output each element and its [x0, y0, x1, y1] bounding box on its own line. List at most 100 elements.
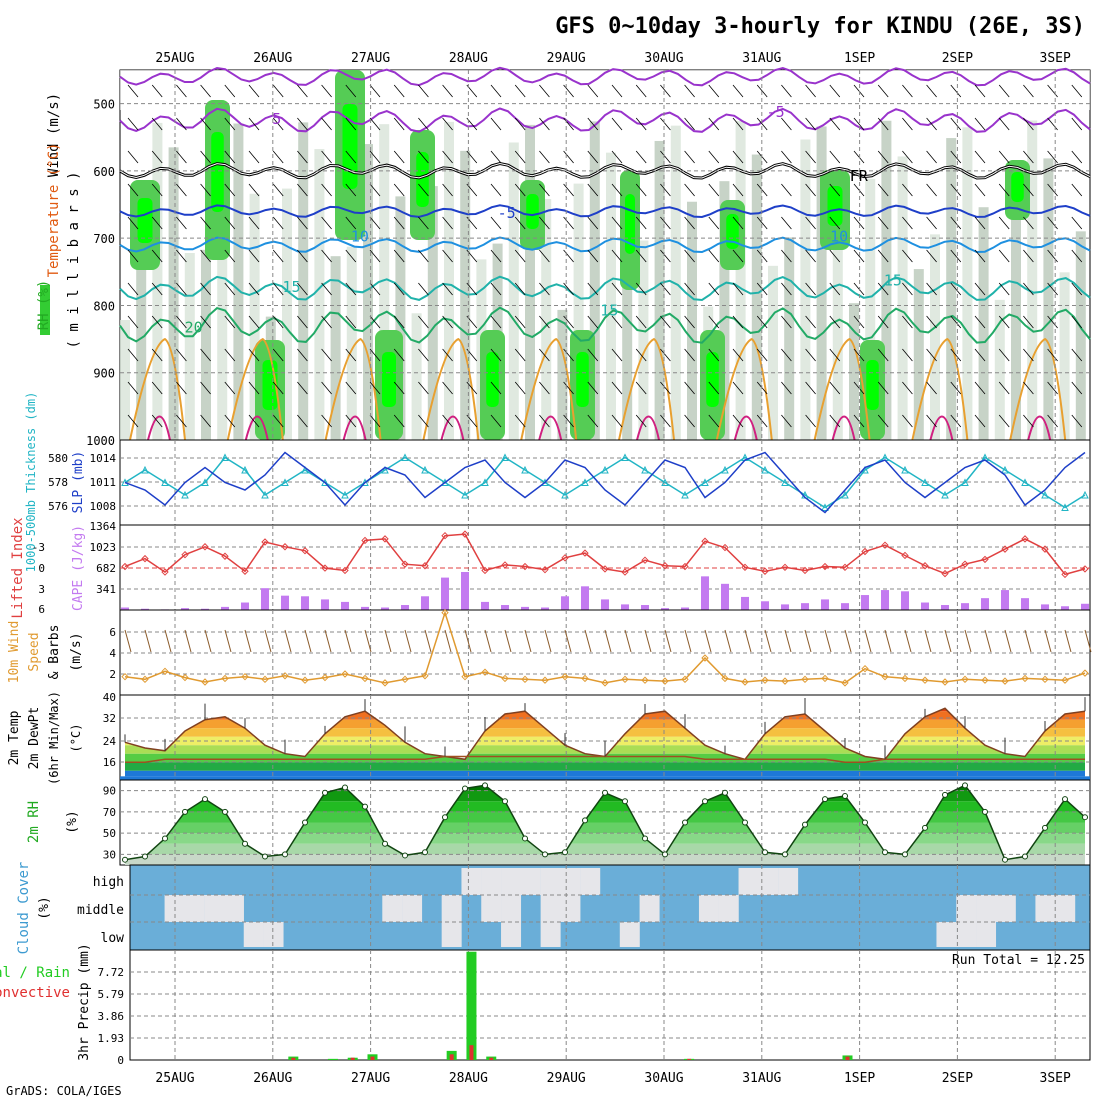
rh-tick: 30	[103, 848, 116, 861]
wind-barb	[684, 183, 695, 197]
rh-point	[602, 789, 608, 796]
rh-shading	[946, 138, 957, 441]
wind-barb	[272, 249, 284, 263]
rh-shading	[346, 246, 357, 440]
wind-barb	[224, 150, 236, 164]
wind-barb	[1071, 381, 1083, 395]
wind-barb	[297, 183, 308, 197]
wind-barb	[684, 629, 692, 653]
wind-barb	[877, 183, 889, 197]
wind-barb	[732, 84, 744, 98]
wind-barb	[1071, 414, 1083, 428]
rh-point	[162, 835, 168, 842]
cloud-cell	[1055, 895, 1076, 922]
wind-speed-point	[641, 676, 649, 684]
wind-barb	[635, 315, 647, 329]
lifted-index-point	[121, 562, 129, 571]
thickness-point	[781, 478, 789, 486]
wind-barb	[732, 117, 744, 131]
wind-barb	[998, 282, 1010, 296]
wind-barb	[539, 183, 550, 197]
wind-barb	[635, 117, 647, 131]
wind-barb	[539, 348, 550, 362]
wind-barb	[484, 629, 492, 653]
slp-thickness-panel: 580 578 576 1014 1011 1008 1000-500mb Thickne…	[24, 392, 1091, 572]
wind-barb	[964, 629, 972, 653]
wind-barb	[684, 315, 695, 329]
rh-point	[1062, 796, 1068, 803]
wind-barb	[864, 629, 872, 653]
wind-barb	[442, 183, 453, 197]
rh-band	[125, 790, 1085, 802]
wind-barb	[684, 249, 695, 263]
wind-speed-point	[601, 679, 609, 687]
wind-barb	[781, 348, 792, 362]
rh-point	[982, 808, 988, 815]
rh-point	[522, 835, 528, 842]
rh-point	[242, 840, 248, 847]
rh-band	[125, 822, 1085, 834]
thickness-point	[421, 465, 429, 474]
cape-bar	[501, 605, 509, 610]
wind-barb	[998, 84, 1010, 98]
wind-barb	[950, 348, 962, 362]
thickness-point	[221, 453, 229, 461]
rh-shading	[282, 188, 292, 440]
wind-label-4: (m/s)	[69, 632, 84, 671]
wind-barb	[829, 315, 841, 329]
wind-barb	[584, 629, 592, 653]
wind-barb	[127, 216, 139, 230]
wind-barb	[660, 216, 671, 230]
wind-barb	[1044, 629, 1052, 653]
lifted-index-point	[201, 543, 209, 551]
rh-shading	[735, 121, 746, 440]
cloud-cell	[540, 868, 561, 895]
cape-bar	[621, 604, 629, 610]
rh-shading	[913, 269, 924, 440]
wind-barb	[248, 315, 260, 329]
temp-contour	[119, 236, 1091, 254]
wind-barb	[684, 348, 695, 362]
wind-barb	[369, 348, 381, 362]
bottom-date-label: 28AUG	[449, 1071, 488, 1086]
slp-tick: 1014	[90, 452, 117, 465]
wind-barb	[563, 315, 574, 329]
temp-contour-hot	[244, 415, 269, 441]
wind-barb	[176, 381, 187, 395]
wind-barb	[200, 348, 211, 362]
wind-barb	[781, 216, 792, 230]
wind-barb	[853, 414, 865, 428]
wind-barb	[514, 150, 526, 164]
wind-barb	[902, 117, 913, 131]
wind-speed-point	[901, 674, 909, 683]
wind-barb	[926, 315, 937, 329]
wind-barb	[200, 150, 211, 164]
temp-band	[125, 753, 1085, 763]
wind-barb	[345, 282, 357, 296]
wind-barb	[1023, 315, 1034, 329]
wind-barb	[176, 117, 187, 131]
rh-point	[202, 796, 208, 803]
wind-barb	[708, 282, 720, 296]
cape-bar	[1081, 603, 1089, 610]
cape-tick: 1364	[90, 520, 117, 533]
rh-shading	[638, 240, 649, 440]
wind-barb	[684, 381, 695, 395]
cape-bar	[441, 577, 449, 610]
wind-barb	[272, 117, 284, 131]
wind-barb	[272, 216, 284, 230]
wind-speed-point	[481, 668, 489, 676]
wind-barb	[853, 249, 865, 263]
wind-barb	[514, 117, 526, 131]
precip-conv-bar	[845, 1056, 850, 1060]
rh-shading	[379, 124, 390, 440]
wind-barb	[708, 249, 720, 263]
wind-barb	[805, 150, 816, 164]
wind-barb	[805, 381, 816, 395]
wind-barb	[297, 150, 308, 164]
lifted-index-point	[161, 568, 169, 576]
wind-barb	[829, 348, 841, 362]
lifted-index-point	[921, 562, 929, 570]
wind-barb	[384, 629, 392, 653]
wind-barb	[151, 84, 163, 98]
